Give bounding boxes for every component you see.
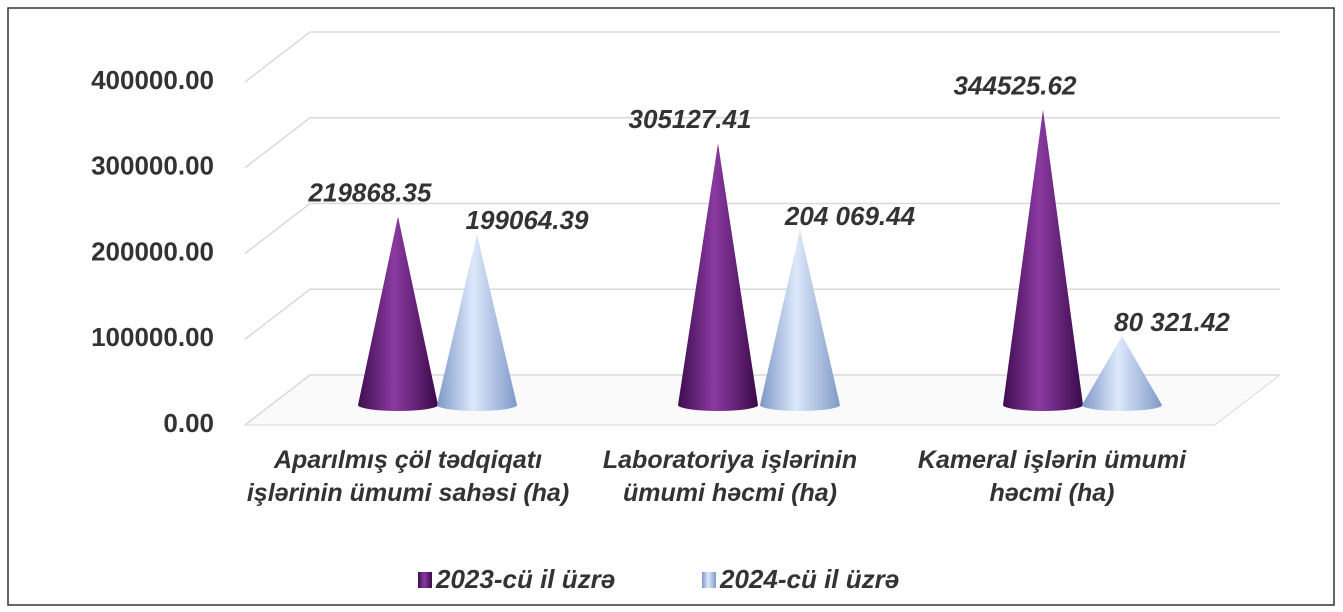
- data-label: 219868.35: [308, 177, 432, 207]
- y-tick-label: 100000.00: [91, 322, 214, 352]
- y-tick-label: 400000.00: [91, 65, 214, 95]
- y-tick-label: 200000.00: [91, 236, 214, 266]
- grid-line: [244, 202, 1280, 255]
- cone: [1082, 336, 1162, 411]
- legend-label: 2023-cü il üzrə: [435, 564, 615, 594]
- chart-border: [7, 7, 1335, 606]
- legend-swatch: [418, 572, 432, 588]
- cone: [437, 234, 517, 411]
- legend-swatch: [702, 572, 716, 588]
- x-tick-label: Aparılmış çöl tədqiqatı işlərinin ümumi …: [246, 446, 570, 507]
- grid-line: [244, 31, 1280, 83]
- y-tick-label: 300000.00: [91, 151, 214, 181]
- cone: [358, 216, 438, 411]
- legend-label: 2024-cü il üzrə: [719, 564, 899, 594]
- data-label: 204 069.44: [784, 201, 916, 231]
- data-label: 305127.41: [629, 104, 752, 134]
- data-label: 80 321.42: [1114, 307, 1230, 337]
- x-tick-label: Laboratoriya işlərinin ümumi həcmi (ha): [602, 446, 858, 507]
- x-tick-label: Kameral işlərin ümumi həcmi (ha): [917, 446, 1187, 507]
- cone: [678, 143, 758, 411]
- grid-line: [244, 288, 1280, 340]
- grid-line: [244, 374, 1280, 426]
- data-label: 344525.62: [954, 70, 1077, 100]
- cone: [760, 230, 840, 411]
- grid-line: [244, 117, 1280, 169]
- data-label: 199064.39: [466, 205, 589, 235]
- cone: [1003, 109, 1083, 412]
- y-tick-label: 0.00: [163, 408, 214, 438]
